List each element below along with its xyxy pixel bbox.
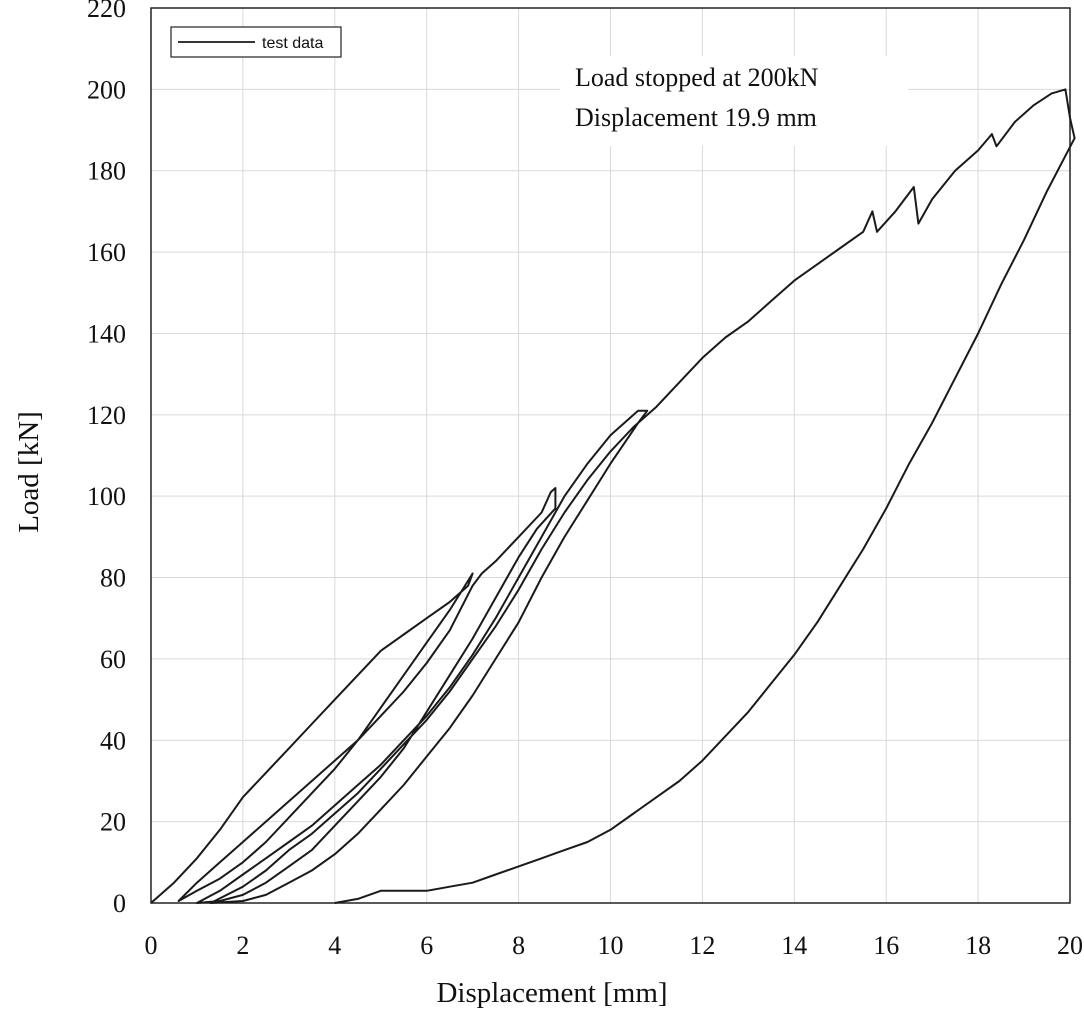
- y-tick-label: 160: [87, 238, 126, 267]
- x-tick-label: 20: [1057, 931, 1083, 960]
- x-tick-label: 18: [965, 931, 991, 960]
- x-tick-label: 16: [873, 931, 899, 960]
- annotation-line-2: Displacement 19.9 mm: [575, 103, 817, 132]
- x-tick-label: 8: [512, 931, 525, 960]
- y-tick-label: 120: [87, 401, 126, 430]
- x-tick-label: 14: [781, 931, 807, 960]
- annotation: Load stopped at 200kN Displacement 19.9 …: [560, 56, 908, 146]
- y-tick-label: 200: [87, 75, 126, 104]
- y-axis-label: Load [kN]: [13, 411, 45, 533]
- x-tick-label: 2: [236, 931, 249, 960]
- y-tick-label: 20: [100, 808, 126, 837]
- annotation-background: [560, 56, 908, 146]
- y-tick-label: 180: [87, 157, 126, 186]
- legend-entry-test-data: test data: [262, 35, 323, 52]
- y-tick-labels: 0 20 40 60 80 100 120 140 160 180 200 220: [87, 0, 126, 918]
- plot-frame: [150, 7, 1071, 904]
- x-tick-label: 4: [328, 931, 341, 960]
- x-tick-label: 6: [420, 931, 433, 960]
- y-tick-label: 80: [100, 564, 126, 593]
- legend: test data: [170, 26, 342, 58]
- x-axis-label: Displacement [mm]: [436, 977, 667, 1009]
- x-tick-label: 10: [598, 931, 624, 960]
- y-tick-label: 220: [87, 0, 126, 23]
- x-tick-label: 0: [145, 931, 158, 960]
- x-tick-label: 12: [689, 931, 715, 960]
- y-tick-label: 60: [100, 645, 126, 674]
- series-lines: [150, 88, 1076, 904]
- y-tick-label: 40: [100, 726, 126, 755]
- y-tick-label: 140: [87, 319, 126, 348]
- x-tick-labels: 0 2 4 6 8 10 12 14 16 18 20: [145, 931, 1084, 960]
- series-line-0: [150, 88, 1076, 904]
- y-tick-label: 0: [113, 889, 126, 918]
- annotation-line-1: Load stopped at 200kN: [575, 63, 819, 92]
- y-tick-label: 100: [87, 482, 126, 511]
